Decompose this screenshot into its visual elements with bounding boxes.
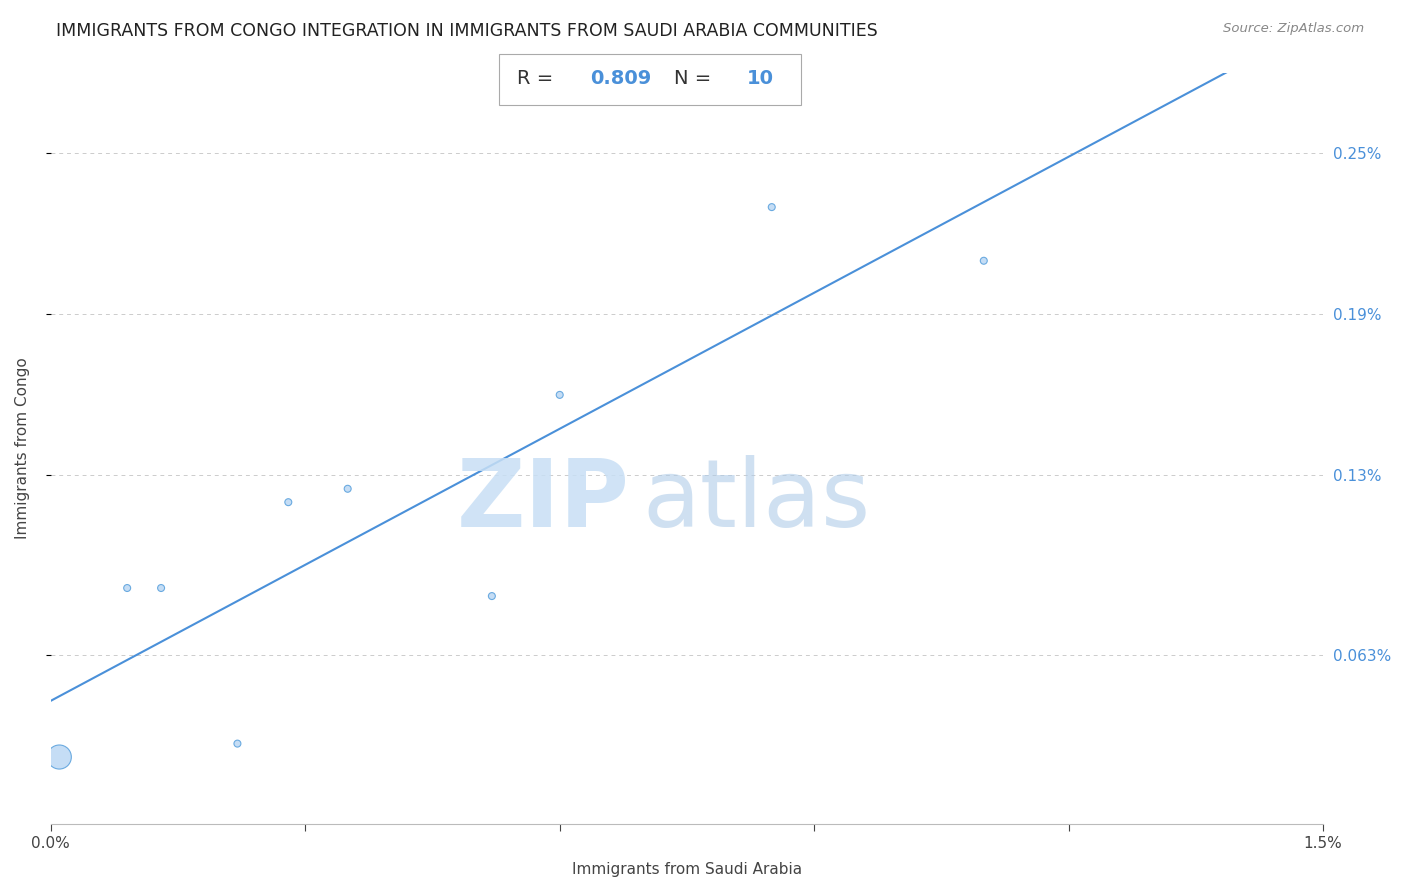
Point: [150, 581, 173, 595]
Text: Source: ZipAtlas.com: Source: ZipAtlas.com: [1223, 22, 1364, 36]
Text: 0.809: 0.809: [591, 69, 651, 87]
Text: N =: N =: [675, 69, 718, 87]
Y-axis label: Immigrants from Congo: Immigrants from Congo: [15, 358, 30, 540]
Text: ZIP: ZIP: [457, 455, 630, 547]
Text: atlas: atlas: [643, 455, 870, 547]
X-axis label: Immigrants from Saudi Arabia: Immigrants from Saudi Arabia: [572, 862, 801, 877]
Text: R =: R =: [517, 69, 560, 87]
FancyBboxPatch shape: [499, 54, 801, 105]
Point: [277, 495, 299, 509]
Point: [48, 750, 70, 764]
Point: [548, 388, 571, 402]
Point: [226, 737, 249, 751]
Point: [336, 482, 359, 496]
Point: [115, 581, 138, 595]
Text: IMMIGRANTS FROM CONGO INTEGRATION IN IMMIGRANTS FROM SAUDI ARABIA COMMUNITIES: IMMIGRANTS FROM CONGO INTEGRATION IN IMM…: [56, 22, 877, 40]
Point: [973, 253, 995, 268]
Point: [761, 200, 783, 214]
Point: [481, 589, 503, 603]
Text: 10: 10: [747, 69, 775, 87]
